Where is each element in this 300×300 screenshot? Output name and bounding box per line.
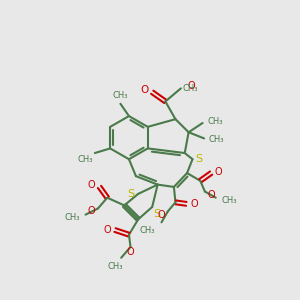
Text: CH₃: CH₃	[140, 226, 155, 235]
Text: O: O	[207, 190, 215, 200]
Text: O: O	[127, 247, 134, 256]
Text: CH₃: CH₃	[222, 196, 238, 205]
Text: S: S	[154, 209, 161, 219]
Text: CH₃: CH₃	[113, 91, 128, 100]
Text: S: S	[127, 189, 134, 199]
Text: CH₃: CH₃	[182, 84, 198, 93]
Text: O: O	[103, 225, 111, 235]
Text: S: S	[195, 154, 202, 164]
Text: CH₃: CH₃	[107, 262, 123, 271]
Text: O: O	[158, 210, 165, 220]
Text: CH₃: CH₃	[207, 117, 223, 126]
Text: O: O	[140, 85, 148, 95]
Text: O: O	[214, 167, 222, 176]
Text: CH₃: CH₃	[64, 213, 80, 222]
Text: CH₃: CH₃	[78, 155, 93, 164]
Text: O: O	[88, 180, 96, 190]
Text: O: O	[88, 206, 96, 216]
Text: O: O	[187, 81, 195, 91]
Text: CH₃: CH₃	[209, 135, 224, 144]
Text: O: O	[190, 199, 198, 209]
